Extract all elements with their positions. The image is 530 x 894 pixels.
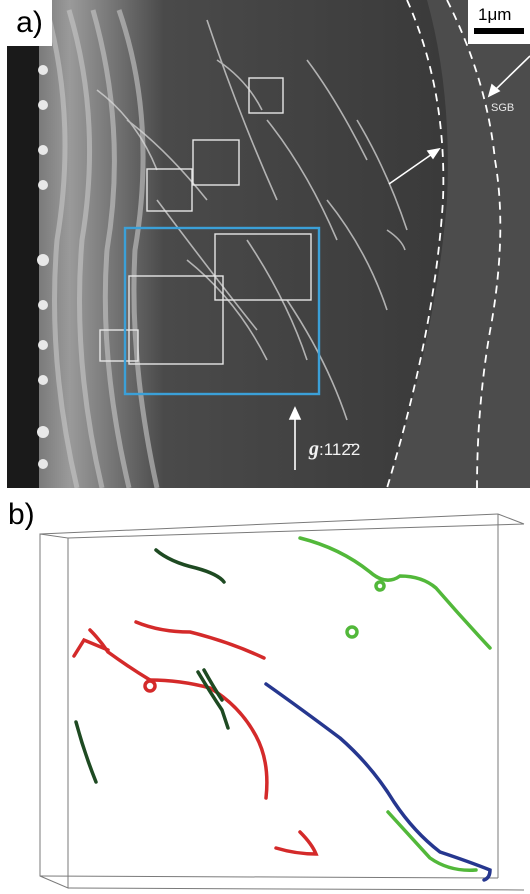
box-left-face [39,533,69,889]
micrograph-panel-a: SGB g:112̄2 1μm [7,0,530,488]
scale-bar-label: 1μm [478,5,512,24]
reconstruction-panel-b: b) [0,492,530,894]
panel-b-label: b) [8,498,35,531]
blue-dislocation [264,682,492,882]
reconstruction-view [39,513,525,891]
g-vector-value: :112̄2 [319,440,361,459]
g-vector-label: g:112̄2 [309,438,360,461]
scale-bar: 1μm [468,0,530,44]
panel-a-label: a) [7,0,52,46]
g-vector-symbol: g [309,438,319,460]
micrograph-image [7,0,530,488]
red-dislocations [72,620,319,856]
scale-bar-line [474,28,524,34]
green-dislocations [298,536,492,872]
dark-green-dislocations [74,548,230,784]
sgb-label: SGB [491,102,515,114]
